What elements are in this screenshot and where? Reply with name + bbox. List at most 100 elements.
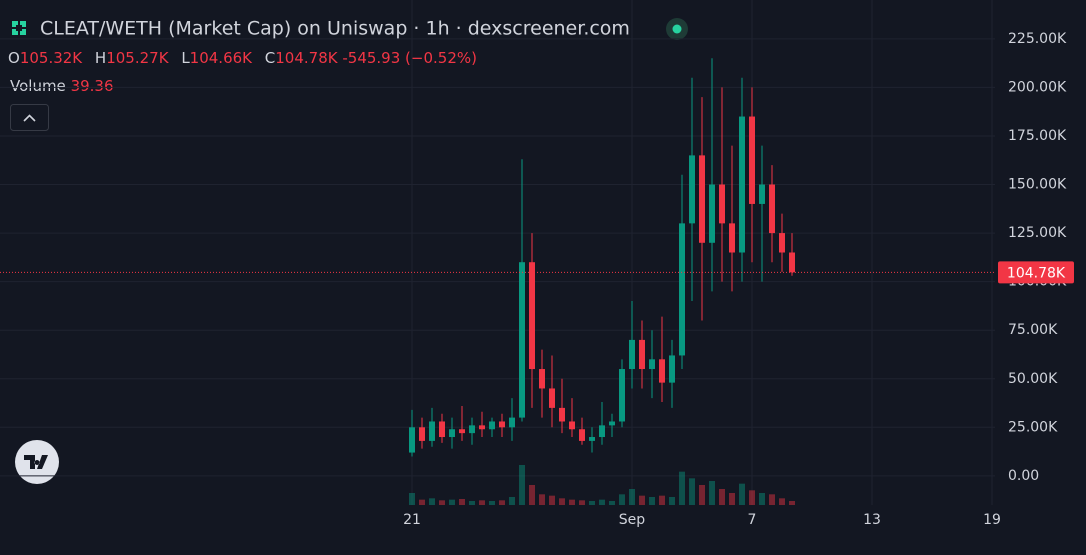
candle-body <box>749 116 755 204</box>
logo-icon <box>12 21 26 35</box>
volume-value: 39.36 <box>71 77 114 95</box>
last-price-badge <box>998 261 1074 284</box>
x-tick-label: 19 <box>983 512 1001 528</box>
volume-bar <box>649 497 655 505</box>
candle-body <box>599 425 605 438</box>
volume-bar <box>449 499 455 505</box>
volume-bar <box>579 500 585 505</box>
candle-body <box>659 359 665 383</box>
y-tick-label: 50.00K <box>1008 371 1058 387</box>
chart-title: CLEAT/WETH (Market Cap) on Uniswap · 1h … <box>40 18 630 40</box>
candle-body <box>569 421 575 430</box>
volume-bar <box>729 493 735 505</box>
y-tick-label: 200.00K <box>1008 79 1067 95</box>
candle-body <box>629 339 635 370</box>
volume-bar <box>569 499 575 505</box>
candle-body <box>709 184 715 243</box>
candle-body <box>619 369 625 422</box>
candle-body <box>529 262 535 370</box>
volume-bar <box>459 499 465 505</box>
candle-body <box>429 421 435 441</box>
volume-bar <box>429 498 435 505</box>
candle-body <box>649 359 655 370</box>
volume-bar <box>529 485 535 505</box>
candle-body <box>609 421 615 426</box>
volume-bar <box>669 497 675 505</box>
candle-body <box>509 417 515 428</box>
candle-body <box>499 421 505 428</box>
candle-body <box>589 437 595 441</box>
ohlc-letter: C <box>265 49 275 67</box>
candle-body <box>769 184 775 234</box>
volume-bar <box>469 501 475 505</box>
volume-bar <box>719 489 725 505</box>
change: -545.93 (−0.52%) <box>342 49 477 67</box>
candle-body <box>419 427 425 441</box>
candle-body <box>699 155 705 243</box>
volume-bar <box>769 494 775 505</box>
candle-body <box>739 116 745 253</box>
volume-bar <box>439 500 445 505</box>
y-tick-label: 0.00 <box>1008 468 1039 484</box>
candle-body <box>439 421 445 438</box>
volume-bar <box>519 465 525 505</box>
y-tick-label: 75.00K <box>1008 322 1058 338</box>
candle-body <box>759 184 765 204</box>
x-tick-label: 7 <box>748 512 757 528</box>
candle-body <box>789 252 795 273</box>
volume-bar <box>759 493 765 505</box>
volume-bar <box>689 478 695 505</box>
ohlc-value: 104.78K <box>275 49 338 67</box>
volume-bar <box>499 500 505 505</box>
candle-body <box>779 233 785 253</box>
candle-body <box>639 339 645 370</box>
x-tick-label: 13 <box>863 512 881 528</box>
volume-bar <box>549 495 555 505</box>
candle-body <box>519 262 525 418</box>
candle-body <box>459 429 465 434</box>
volume-bar <box>749 490 755 505</box>
y-tick-label: 150.00K <box>1008 177 1067 193</box>
volume-bar <box>679 471 685 505</box>
volume-bar <box>659 495 665 505</box>
volume-bar <box>639 495 645 505</box>
volume-bar <box>619 494 625 505</box>
candle-body <box>489 421 495 430</box>
candle-body <box>549 388 555 408</box>
candle-body <box>579 429 585 441</box>
ohlc-value: 104.66K <box>190 49 253 67</box>
x-tick-label: 21 <box>403 512 421 528</box>
volume-bar <box>629 489 635 505</box>
ohlc-legend: O105.32K H105.27K L104.66K C104.78K -545… <box>8 49 477 67</box>
ohlc-value: 105.27K <box>106 49 169 67</box>
volume-bar <box>709 481 715 505</box>
volume-bar <box>789 501 795 505</box>
volume-bar <box>419 499 425 505</box>
volume-bar <box>489 501 495 505</box>
volume-bar <box>409 493 415 505</box>
candle-body <box>559 407 565 422</box>
ohlc-letter: H <box>95 49 106 67</box>
volume-bar <box>479 500 485 505</box>
volume-bar <box>589 501 595 505</box>
y-tick-label: 25.00K <box>1008 419 1058 435</box>
y-tick-label: 125.00K <box>1008 225 1067 241</box>
collapse-button[interactable] <box>10 104 49 131</box>
x-tick-label: Sep <box>619 512 646 528</box>
last-price-label: 104.78K <box>1007 265 1066 281</box>
volume-label: Volume <box>10 77 66 95</box>
ohlc-value: 105.32K <box>20 49 83 67</box>
status-dot <box>672 24 682 34</box>
y-tick-label: 175.00K <box>1008 128 1067 144</box>
ohlc-letter: O <box>8 49 20 67</box>
tradingview-logo[interactable] <box>15 440 59 484</box>
volume-bar <box>599 499 605 505</box>
candle-body <box>539 369 545 389</box>
candle-body <box>409 427 415 453</box>
volume-bar <box>699 485 705 505</box>
ohlc-letter: L <box>181 49 190 67</box>
candle-body <box>479 425 485 430</box>
volume-bar <box>739 483 745 505</box>
candle-body <box>679 223 685 356</box>
